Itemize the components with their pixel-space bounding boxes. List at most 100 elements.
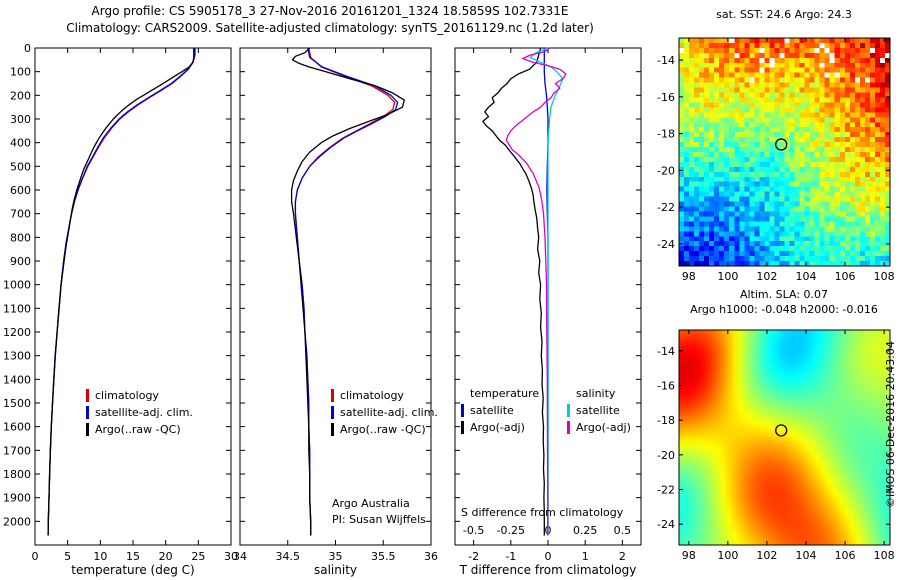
argo-australia-note: Argo Australia <box>332 497 410 510</box>
depth-tick-label: 1300 <box>3 350 31 363</box>
sst-lon-tick-label: 108 <box>874 270 895 283</box>
sst-lat-tick-label: -18 <box>657 128 675 141</box>
sla-map-title-line1: Altim. SLA: 0.07 <box>739 288 829 301</box>
legend-label: Argo(-adj) <box>576 421 631 434</box>
legend-item-argo-t: Argo(-adj) <box>461 419 539 436</box>
depth-tick-label: 1100 <box>3 302 31 315</box>
argo-s-swatch <box>567 421 570 434</box>
legend-item-argo-s: Argo(-adj) <box>567 419 631 436</box>
depth-tick-label: 800 <box>10 231 31 244</box>
legend-header-salinity: salinity <box>576 387 616 400</box>
curve-difference-argo-S <box>505 47 567 536</box>
legend-item-satellite-s: satellite <box>567 402 631 419</box>
legend-item-climatology: climatology <box>331 387 438 404</box>
depth-tick-label: 1800 <box>3 468 31 481</box>
sst-float-marker <box>775 138 788 151</box>
salinity-xlabel: salinity <box>314 563 357 577</box>
sst-lon-tick-label: 100 <box>717 270 738 283</box>
depth-tick-label: 1200 <box>3 326 31 339</box>
legend-item-argo: Argo(..raw -QC) <box>331 421 438 438</box>
temperature-xtick-label: 20 <box>159 550 173 563</box>
temperature-xlabel: temperature (deg C) <box>71 563 194 577</box>
salinity-xtick-label: 35 <box>329 550 343 563</box>
legend-label: satellite <box>470 404 514 417</box>
temperature-xtick-label: 30 <box>224 550 238 563</box>
argo-t-swatch <box>461 421 464 434</box>
figure-title-line1: Argo profile: CS 5905178_3 27-Nov-2016 2… <box>91 4 569 18</box>
curve-salinity-satellite-adj-clim <box>294 47 399 536</box>
temperature-xtick-label: 10 <box>93 550 107 563</box>
difference-legend-salinity: salinity satellite Argo(-adj) <box>567 385 631 436</box>
salinity-legend: climatology satellite-adj. clim. Argo(..… <box>331 387 438 438</box>
difference-xtick-label: 1 <box>582 550 589 563</box>
depth-tick-label: 600 <box>10 184 31 197</box>
depth-tick-label: 900 <box>10 255 31 268</box>
sla-lon-tick-label: 102 <box>756 549 777 562</box>
salinity-xtick-label: 36 <box>424 550 438 563</box>
temperature-xtick-label: 25 <box>191 550 205 563</box>
legend-label: climatology <box>95 389 159 402</box>
argo-swatch <box>331 423 334 436</box>
sst-lat-tick-label: -20 <box>657 164 675 177</box>
temperature-xtick-label: 0 <box>32 550 39 563</box>
legend-label: Argo(-adj) <box>470 421 525 434</box>
sla-lon-tick-label: 108 <box>874 549 895 562</box>
sst-lon-tick-label: 104 <box>795 270 816 283</box>
sst-lat-tick-label: -16 <box>657 91 675 104</box>
sst-lon-tick-label: 98 <box>682 270 696 283</box>
difference-legend-temperature: temperature satellite Argo(-adj) <box>461 385 539 436</box>
sst-map-title: sat. SST: 24.6 Argo: 24.3 <box>716 8 852 21</box>
satellite-clim-swatch <box>331 406 334 419</box>
legend-label: Argo(..raw -QC) <box>340 423 426 436</box>
sst-lat-tick-label: -22 <box>657 201 675 214</box>
depth-tick-label: 1700 <box>3 444 31 457</box>
sla-lat-tick-label: -14 <box>657 345 675 358</box>
sla-lon-tick-label: 98 <box>682 549 696 562</box>
sst-lon-tick-label: 102 <box>756 270 777 283</box>
sla-lat-tick-label: -20 <box>657 449 675 462</box>
depth-tick-label: 1000 <box>3 279 31 292</box>
salinity-xtick-label: 35.5 <box>371 550 396 563</box>
sst-lat-tick-label: -14 <box>657 54 675 67</box>
satellite-s-swatch <box>567 404 570 417</box>
salinity-xtick-label: 34 <box>233 550 247 563</box>
curve-difference-satellite-S <box>529 47 564 536</box>
legend-item-satellite-t: satellite <box>461 402 539 419</box>
sla-map-frame <box>678 329 891 546</box>
salinity-xtick-label: 34.5 <box>276 550 301 563</box>
temperature-xtick-label: 15 <box>126 550 140 563</box>
satellite-clim-swatch <box>86 406 89 419</box>
legend-label: satellite-adj. clim. <box>340 406 438 419</box>
sla-lat-tick-label: -22 <box>657 484 675 497</box>
depth-tick-label: 200 <box>10 89 31 102</box>
legend-label: Argo(..raw -QC) <box>95 423 181 436</box>
legend-header-temperature: temperature <box>470 387 540 400</box>
s-diff-tick-label: 0.5 <box>614 524 632 537</box>
depth-tick-label: 1900 <box>3 492 31 505</box>
difference-xtick-label: -2 <box>468 550 479 563</box>
legend-label: satellite-adj. clim. <box>95 406 193 419</box>
curve-temperature-satellite-adj-clim <box>47 48 196 536</box>
sla-lat-tick-label: -18 <box>657 414 675 427</box>
temperature-axes <box>34 47 232 546</box>
legend-item-climatology: climatology <box>86 387 193 404</box>
climatology-swatch <box>331 389 334 402</box>
legend-label: satellite <box>576 404 620 417</box>
depth-tick-label: 2000 <box>3 515 31 528</box>
temperature-xtick-label: 5 <box>64 550 71 563</box>
s-diff-tick-label: -0.25 <box>497 524 525 537</box>
difference-xtick-label: -1 <box>505 550 516 563</box>
figure-title-line2: Climatology: CARS2009. Satellite-adjuste… <box>66 21 594 35</box>
depth-tick-label: 1500 <box>3 397 31 410</box>
sst-lon-tick-label: 106 <box>835 270 856 283</box>
curve-salinity-argo-raw <box>290 47 405 536</box>
curve-difference-argo-T <box>482 47 545 536</box>
s-diff-tick-label: 0.25 <box>573 524 598 537</box>
sst-map-image <box>679 38 890 266</box>
curve-temperature-climatology <box>47 48 196 536</box>
sst-lat-tick-label: -24 <box>657 238 675 251</box>
salinity-axes <box>239 47 432 546</box>
sla-lon-tick-label: 104 <box>795 549 816 562</box>
